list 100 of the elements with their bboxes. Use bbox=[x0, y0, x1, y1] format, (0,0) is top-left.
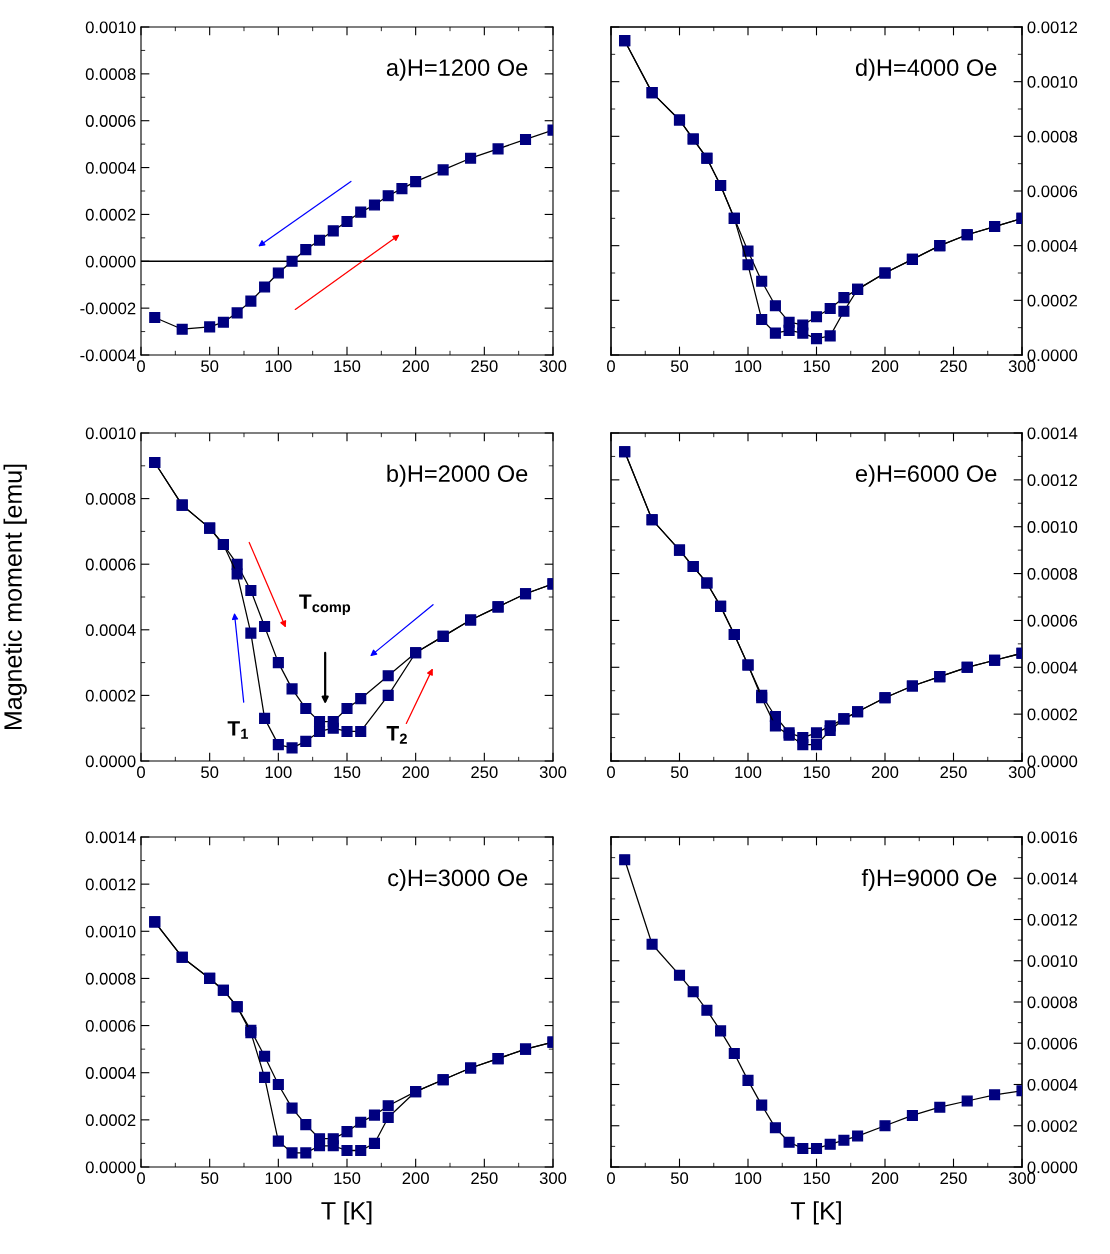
y-tick-label: 0.0002 bbox=[85, 208, 136, 221]
y2-tick-label: 0.0008 bbox=[1027, 996, 1078, 1009]
y2-tick-label: 0.0012 bbox=[1027, 21, 1077, 34]
x-tick-label: 100 bbox=[735, 360, 762, 373]
y2-tick-label: 0.0012 bbox=[1027, 474, 1077, 487]
x-tick-label: 200 bbox=[871, 360, 899, 373]
x-tick-label: 0 bbox=[607, 1172, 615, 1185]
y2-tick-label: 0.0010 bbox=[1027, 76, 1078, 88]
y-tick-label: 0.0012 bbox=[85, 878, 136, 891]
x-tick-label: 50 bbox=[670, 766, 689, 779]
x-tick-label: 300 bbox=[1008, 360, 1036, 373]
x-tick-label: 100 bbox=[265, 766, 292, 779]
text: b)H=2000 Oe bbox=[387, 464, 528, 487]
x-tick-label: 50 bbox=[670, 1172, 689, 1185]
x-tick-label: 100 bbox=[265, 360, 292, 373]
y-tick-label: -0.0002 bbox=[80, 302, 136, 315]
y2-tick-label: 0.0006 bbox=[1027, 185, 1078, 198]
x-tick-label: 300 bbox=[1008, 1172, 1036, 1185]
y2-tick-label: 0.0008 bbox=[1027, 567, 1078, 580]
x-tick-label: 250 bbox=[471, 360, 498, 373]
x-tick-label: 200 bbox=[402, 1172, 429, 1185]
x-tick-label: 300 bbox=[539, 766, 567, 779]
y-tick-label: -0.0004 bbox=[80, 349, 136, 362]
annotation: T$_{1}$ bbox=[227, 721, 249, 739]
y2-tick-label: 0.0006 bbox=[1027, 1037, 1078, 1050]
x-tick-label: 200 bbox=[871, 1172, 899, 1185]
y-tick-label: 0.0010 bbox=[85, 427, 136, 440]
y-tick-label: 0.0004 bbox=[85, 1067, 136, 1079]
y2-tick-label: 0.0002 bbox=[1027, 294, 1077, 307]
y2-tick-label: 0.0000 bbox=[1027, 349, 1078, 362]
x-tick-label: 50 bbox=[201, 360, 219, 373]
y2-tick-label: 0.0004 bbox=[1027, 661, 1078, 674]
y-tick-label: 0.0010 bbox=[85, 21, 136, 34]
y2-tick-label: 0.0014 bbox=[1027, 427, 1078, 440]
y2-tick-label: 0.0002 bbox=[1027, 1120, 1077, 1132]
y2-tick-label: 0.0012 bbox=[1027, 913, 1077, 926]
annotation: T$_{comp}$ bbox=[299, 594, 351, 616]
y2-tick-label: 0.0010 bbox=[1027, 955, 1078, 967]
y2-tick-label: 0.0004 bbox=[1027, 240, 1078, 252]
x-tick-label: 150 bbox=[803, 1172, 830, 1185]
y2-tick-label: 0.0008 bbox=[1027, 130, 1078, 143]
y-tick-label: 0.0004 bbox=[85, 161, 136, 174]
x-tick-label: 100 bbox=[735, 766, 762, 779]
x-tick-label: 250 bbox=[471, 1172, 498, 1185]
x-tick-label: 50 bbox=[201, 1172, 219, 1185]
annotation: T$_{2}$ bbox=[386, 726, 407, 744]
x-axis-title: T [K] bbox=[321, 1201, 372, 1225]
x-tick-label: 300 bbox=[539, 1172, 567, 1185]
y2-tick-label: 0.0000 bbox=[1027, 1161, 1078, 1174]
x-tick-label: 0 bbox=[137, 360, 145, 373]
y-tick-label: 0.0006 bbox=[85, 558, 136, 571]
x-tick-label: 150 bbox=[803, 766, 830, 779]
y-tick-label: 0.0006 bbox=[85, 115, 136, 127]
x-tick-label: 300 bbox=[539, 360, 567, 373]
y2-tick-label: 0.0016 bbox=[1027, 831, 1078, 844]
x-tick-label: 300 bbox=[1008, 766, 1036, 779]
y-tick-label: 0.0008 bbox=[85, 493, 136, 505]
x-tick-label: 150 bbox=[334, 360, 361, 373]
y-axis-title: Magnetic moment [emu] bbox=[3, 464, 27, 730]
text: e)H=6000 Oe bbox=[855, 464, 997, 487]
x-tick-label: 200 bbox=[871, 766, 899, 779]
x-tick-label: 0 bbox=[607, 766, 615, 779]
x-tick-label: 50 bbox=[201, 766, 219, 779]
text: c)H=3000 Oe bbox=[388, 868, 528, 891]
y-tick-label: 0.0010 bbox=[85, 925, 136, 938]
x-tick-label: 200 bbox=[402, 360, 429, 373]
y-tick-label: 0.0008 bbox=[85, 972, 136, 985]
x-axis-title: T [K] bbox=[790, 1201, 841, 1225]
y-tick-label: 0.0002 bbox=[85, 1114, 136, 1127]
x-tick-label: 0 bbox=[137, 766, 145, 779]
text: f)H=9000 Oe bbox=[861, 868, 997, 891]
y-tick-label: 0.0006 bbox=[85, 1019, 136, 1032]
y-tick-label: 0.0008 bbox=[85, 68, 136, 81]
text: d)H=4000 Oe bbox=[855, 58, 997, 81]
y-tick-label: 0.0002 bbox=[85, 689, 136, 702]
x-tick-label: 250 bbox=[471, 766, 498, 779]
y-tick-label: 0.0004 bbox=[85, 624, 136, 636]
y2-tick-label: 0.0000 bbox=[1027, 755, 1078, 768]
y-tick-label: 0.0000 bbox=[85, 755, 136, 768]
text: a)H=1200 Oe bbox=[386, 58, 528, 81]
x-tick-label: 250 bbox=[940, 1172, 967, 1185]
y2-tick-label: 0.0002 bbox=[1027, 708, 1077, 721]
y2-tick-label: 0.0006 bbox=[1027, 614, 1078, 627]
y-tick-label: 0.0000 bbox=[85, 1161, 136, 1174]
y2-tick-label: 0.0014 bbox=[1027, 872, 1078, 885]
x-tick-label: 250 bbox=[940, 766, 967, 779]
y2-tick-label: 0.0010 bbox=[1027, 521, 1078, 533]
y-tick-label: 0.0014 bbox=[85, 831, 136, 844]
x-tick-label: 50 bbox=[670, 360, 689, 373]
x-tick-label: 150 bbox=[334, 766, 361, 779]
x-tick-label: 100 bbox=[735, 1172, 762, 1185]
y-tick-label: 0.0000 bbox=[85, 255, 136, 268]
x-tick-label: 200 bbox=[402, 766, 429, 779]
x-tick-label: 150 bbox=[803, 360, 830, 373]
x-tick-label: 100 bbox=[265, 1172, 292, 1185]
x-tick-label: 150 bbox=[334, 1172, 361, 1185]
x-tick-label: 0 bbox=[607, 360, 615, 373]
x-tick-label: 0 bbox=[137, 1172, 145, 1185]
x-tick-label: 250 bbox=[940, 360, 967, 373]
y2-tick-label: 0.0004 bbox=[1027, 1078, 1078, 1091]
